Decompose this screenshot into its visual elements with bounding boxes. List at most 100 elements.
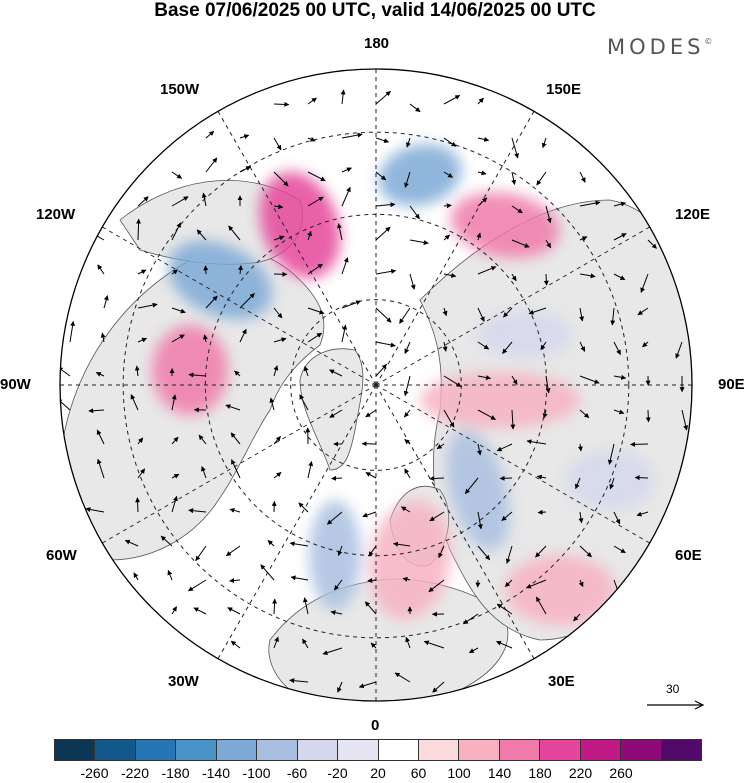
wind-vector [329,409,343,418]
colorbar-tick-label: 20 [370,765,386,781]
colorbar-ticks: -260 -220 -180 -140 -100 -60 -20 20 60 100 140 180 2… [0,765,750,783]
lon-label-90w: 90W [0,376,31,393]
wind-vector [404,468,411,479]
wind-vector [404,171,411,188]
wind-vector [375,307,392,323]
wind-vector [100,332,106,343]
wind-vector [171,436,179,445]
wind-vector [193,607,207,615]
lon-label-0: 0 [371,717,380,734]
wind-vector [103,295,109,309]
wind-vector [134,365,140,377]
wind-vector [337,681,343,693]
wind-vector [171,307,186,314]
wind-vector [171,269,179,275]
lon-label-60w: 60W [46,547,77,564]
wind-vector [273,436,281,445]
wind-vector [205,295,218,309]
wind-vector [239,293,255,309]
wind-vector [511,171,517,185]
wind-vector [503,307,513,318]
wind-vector [267,540,275,547]
wind-vector [362,511,377,518]
colorbar-tick-label: 100 [447,765,471,781]
lon-label-180: 180 [364,35,390,52]
brand-name: MODES [607,35,705,59]
wind-vector [307,196,324,207]
wind-vector [528,307,547,315]
wind-vector [636,511,649,517]
wind-vector [307,263,323,275]
wind-vector [135,497,141,513]
wind-vector [273,472,282,479]
wind-vector [60,398,71,411]
wind-vector [477,136,490,142]
wind-vector [334,579,343,591]
wind-vector [171,495,178,513]
wind-vector [496,603,513,615]
wind-vector [307,461,314,479]
colorbar-tick-label: 220 [568,765,593,781]
wind-vector [573,613,581,622]
wind-vector [501,511,513,521]
wind-vector [505,545,513,564]
wind-vector [302,638,309,649]
wind-vector [225,404,241,411]
colorbar-tick-label: 180 [528,765,552,781]
colorbar-swatch-5 [257,740,298,760]
colorbar-swatch-6 [297,740,339,760]
wind-vector [229,507,241,513]
wind-vector [477,409,496,420]
wind-vector [537,509,547,515]
wind-vector [303,597,309,615]
wind-vector [438,545,445,559]
wind-vector [579,236,588,241]
wind-vector [96,429,105,445]
colorbar-swatch-8 [378,740,419,760]
wind-vector [536,474,547,480]
wind-vector [613,374,627,380]
wind-vector [535,596,547,615]
anomaly-negative-1-0 [378,144,462,206]
wind-vector [196,229,207,241]
wind-vector [504,579,513,588]
wind-vectors [60,89,689,693]
wind-vector [358,681,377,689]
wind-vector [260,564,275,581]
wind-vector [187,579,207,592]
wind-vector [496,443,513,452]
wind-vector [574,477,581,490]
wind-vector [399,307,411,324]
colorbar-swatch-0 [55,740,96,760]
wind-vector [423,640,445,649]
wind-vector [375,341,396,348]
wind-vector [613,511,621,525]
wind-vector [341,300,362,309]
wind-vector [239,166,252,173]
wind-vector [545,205,552,224]
wind-vector [409,273,416,290]
colorbar-tick-label: 60 [410,765,427,781]
wind-vector [464,477,479,495]
wind-vector [201,466,207,479]
wind-vector [526,439,547,445]
wind-vector [477,97,484,105]
wind-vector [511,137,519,159]
wind-vector [511,375,518,385]
wind-vector [535,545,547,558]
wind-vector [675,341,683,359]
wind-vector [273,204,284,210]
wind-vector [299,394,309,411]
wind-vector [406,137,411,148]
colorbar-tick-label: -260 [80,765,109,781]
wind-vector [239,134,250,139]
lon-label-30w: 30W [168,673,199,690]
wind-vector [231,459,241,479]
wind-vector [273,137,282,151]
wind-vector [404,341,411,354]
wind-vector [322,647,343,656]
wind-vector [88,408,105,414]
wind-vector [477,375,491,381]
wind-vector [579,307,585,322]
lon-label-120w: 120W [36,206,76,223]
